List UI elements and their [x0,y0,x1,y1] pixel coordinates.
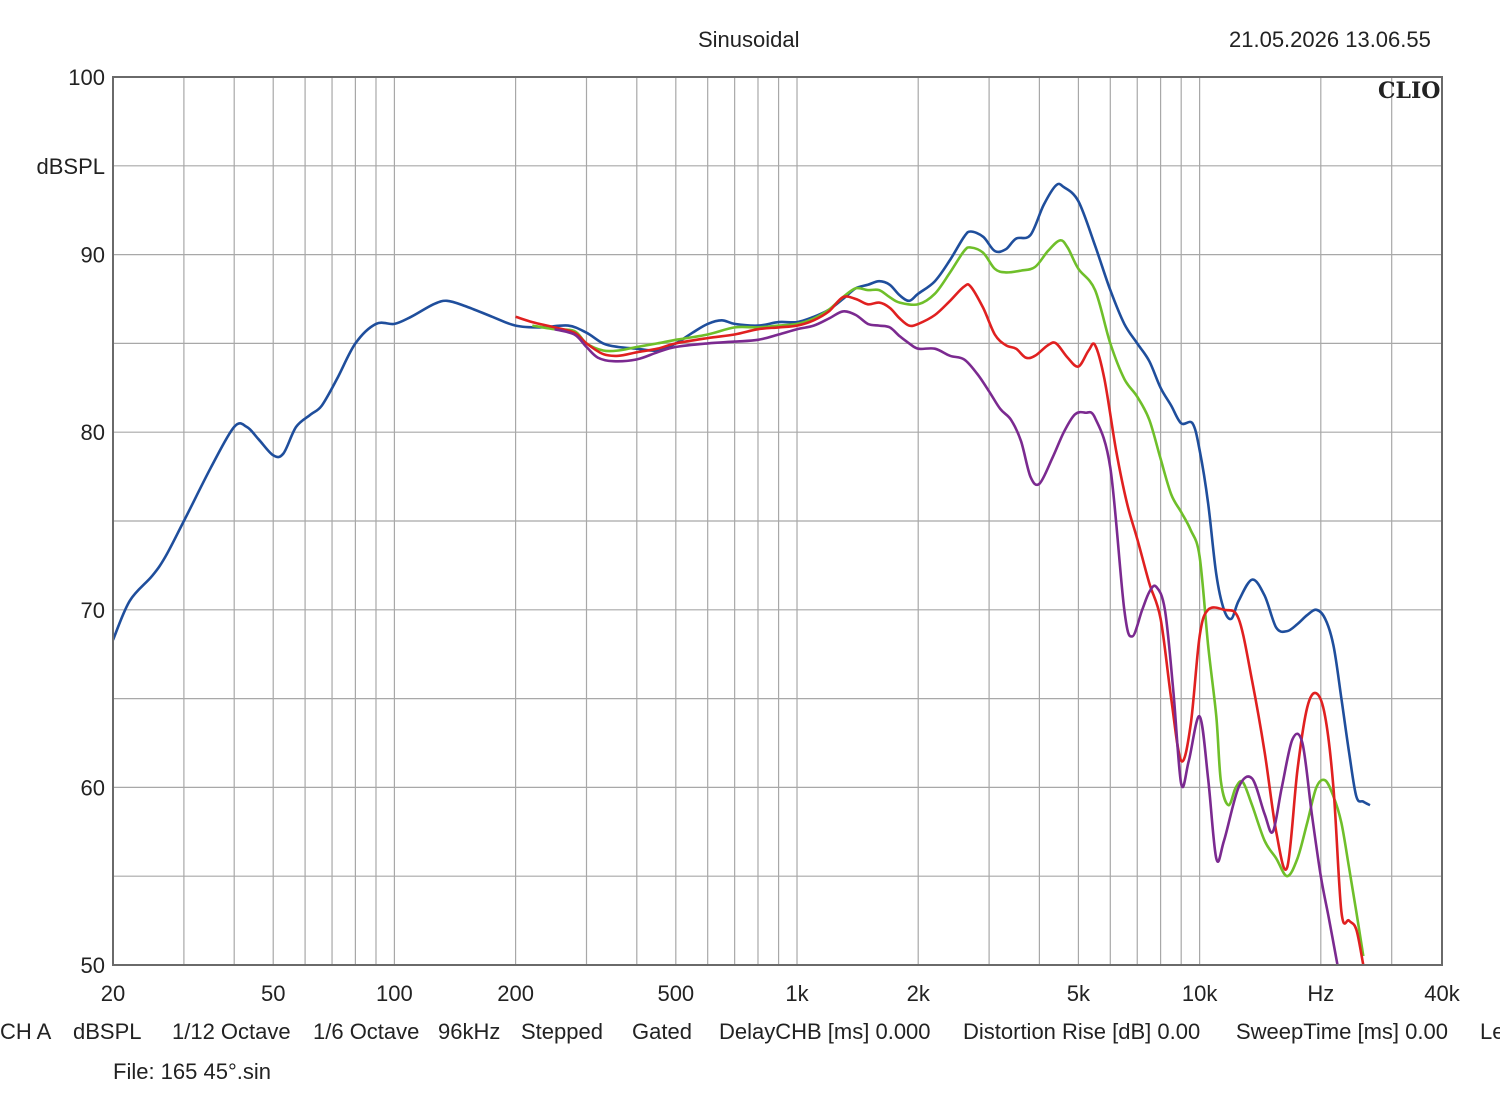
x-tick-label: 5k [1067,981,1091,1006]
y-tick-label: 80 [81,420,105,445]
x-tick-label: 500 [657,981,694,1006]
y-axis-label: dBSPL [37,154,106,179]
file-name: File: 165 45°.sin [113,1059,271,1084]
setting-item: DelayCHB [ms] 0.000 [719,1019,931,1044]
y-axis-tick-labels: 100 90 80 70 60 50 [68,65,105,978]
y-tick-label: 60 [81,775,105,800]
setting-item: 96kHz [438,1019,501,1044]
setting-item: Le [1480,1019,1500,1044]
y-tick-label: 70 [81,598,105,623]
setting-item: Stepped [521,1019,603,1044]
plot-frame [112,76,1443,966]
major-gridlines [113,77,1442,965]
series-line-4 [554,309,1339,965]
series-line-1 [113,182,1371,807]
x-tick-label: 1k [785,981,809,1006]
x-tick-label: 100 [376,981,413,1006]
chart-title: Sinusoidal [698,27,800,52]
x-tick-label: 20 [101,981,125,1006]
setting-item: 1/6 Octave [313,1019,420,1044]
y-tick-label: 100 [68,65,105,90]
timestamp: 21.05.2026 13.06.55 [1229,27,1431,52]
series-line-3 [515,283,1365,965]
x-axis-tick-labels: 20 50 100 200 500 1k 2k 5k 10k Hz 40k [101,981,1461,1006]
setting-item: Distortion Rise [dB] 0.00 [963,1019,1201,1044]
series-layer [113,182,1371,965]
x-tick-label: 200 [497,981,534,1006]
setting-item: SweepTime [ms] 0.00 [1236,1019,1448,1044]
x-tick-label: Hz [1307,981,1334,1006]
y-tick-label: 50 [81,953,105,978]
setting-item: dBSPL [73,1019,142,1044]
x-tick-label: 10k [1182,981,1218,1006]
clio-logo: CLIO [1378,78,1441,104]
x-tick-label: 2k [907,981,931,1006]
x-tick-label: 50 [261,981,285,1006]
setting-item: Gated [632,1019,692,1044]
x-tick-label: 40k [1424,981,1460,1006]
setting-item: 1/12 Octave [172,1019,291,1044]
setting-item: CH A [0,1019,52,1044]
y-tick-label: 90 [81,243,105,268]
series-line-2 [532,239,1365,957]
